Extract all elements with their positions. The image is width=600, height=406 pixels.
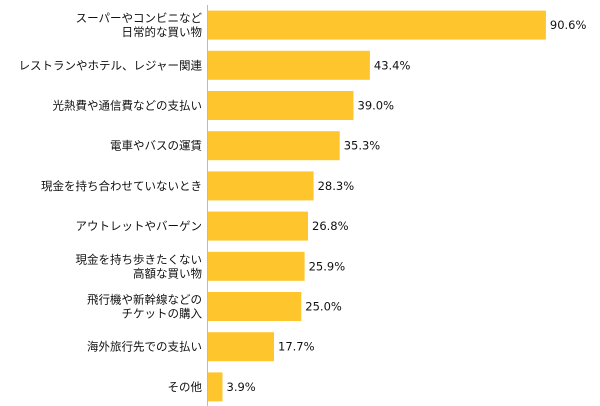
category-label: 光熱費や通信費などの支払い xyxy=(53,99,203,113)
category-label: レストランやホテル、レジャー関連 xyxy=(19,58,203,72)
category-label: 電車やバスの運賃 xyxy=(110,139,202,153)
category-label: その他 xyxy=(168,380,203,394)
bar xyxy=(208,171,314,201)
bar xyxy=(208,372,223,402)
category-label: スーパーやコンビニなど日常的な買い物 xyxy=(76,11,203,39)
category-label: アウトレットやバーゲン xyxy=(76,219,203,233)
bar xyxy=(208,292,302,321)
value-label: 39.0% xyxy=(358,99,395,113)
value-label: 28.3% xyxy=(318,179,355,193)
bar xyxy=(208,211,308,241)
value-label: 35.3% xyxy=(344,139,381,153)
value-label: 26.8% xyxy=(312,219,349,233)
bar xyxy=(208,50,370,80)
value-label: 25.0% xyxy=(305,300,342,314)
value-label: 17.7% xyxy=(278,340,315,354)
bar xyxy=(208,10,546,40)
category-label: 現金を持ち歩きたくない高額な買い物 xyxy=(76,252,203,280)
bar xyxy=(208,91,354,120)
category-label: 飛行機や新幹線などのチケットの購入 xyxy=(87,293,202,321)
bar xyxy=(208,332,274,362)
value-label: 3.9% xyxy=(227,380,256,394)
value-label: 25.9% xyxy=(309,259,346,273)
bar xyxy=(208,251,305,281)
value-label: 90.6% xyxy=(550,18,587,32)
category-label: 海外旅行先での支払い xyxy=(87,340,202,354)
bar xyxy=(208,131,340,161)
category-label: 現金を持ち合わせていないとき xyxy=(41,179,202,193)
value-label: 43.4% xyxy=(374,58,411,72)
